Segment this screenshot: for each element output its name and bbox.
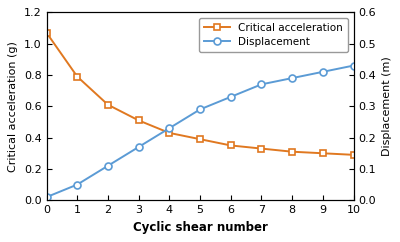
Critical acceleration (198, 138, 202, 141)
Critical acceleration (259, 147, 264, 150)
Displacement (75, 183, 80, 186)
Displacement (320, 70, 325, 73)
Line: Critical acceleration: Critical acceleration (43, 29, 357, 158)
Critical acceleration (44, 31, 49, 34)
Displacement (44, 196, 49, 199)
Y-axis label: Displacement (m): Displacement (m) (382, 56, 392, 156)
Displacement (136, 145, 141, 148)
Critical acceleration (320, 152, 325, 155)
X-axis label: Cyclic shear number: Cyclic shear number (132, 221, 268, 234)
Displacement (259, 83, 264, 86)
Y-axis label: Critical acceleration (g): Critical acceleration (g) (8, 41, 18, 172)
Displacement (228, 95, 233, 98)
Critical acceleration (136, 119, 141, 122)
Displacement (167, 127, 172, 130)
Line: Displacement: Displacement (43, 62, 357, 201)
Critical acceleration (167, 131, 172, 134)
Critical acceleration (75, 75, 80, 78)
Critical acceleration (351, 153, 356, 156)
Displacement (290, 77, 294, 80)
Legend: Critical acceleration, Displacement: Critical acceleration, Displacement (199, 17, 348, 52)
Displacement (351, 64, 356, 67)
Critical acceleration (106, 103, 110, 106)
Displacement (198, 108, 202, 111)
Critical acceleration (290, 150, 294, 153)
Critical acceleration (228, 144, 233, 147)
Displacement (106, 164, 110, 167)
